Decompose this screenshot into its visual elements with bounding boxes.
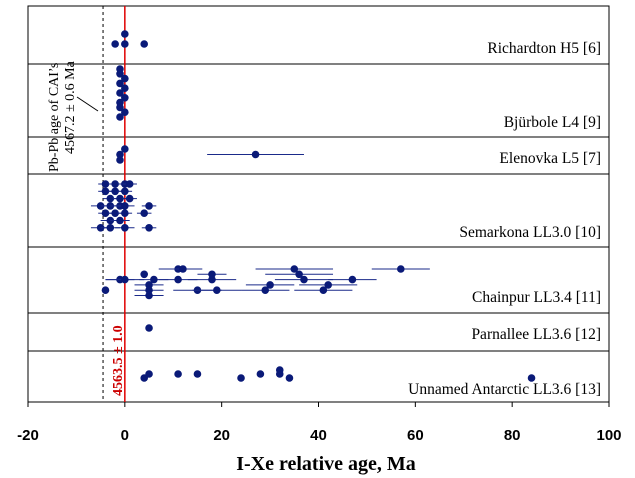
data-point xyxy=(145,224,153,232)
data-point xyxy=(101,187,110,196)
red-line-age-label: 4563.5 ± 1.0 xyxy=(111,325,126,396)
data-point xyxy=(121,275,129,284)
data-point xyxy=(275,370,284,378)
data-point xyxy=(150,275,158,284)
data-point xyxy=(285,374,294,382)
data-point xyxy=(116,89,124,97)
data-point xyxy=(290,265,299,273)
data-point xyxy=(111,180,119,188)
data-point xyxy=(256,370,265,378)
data-point xyxy=(121,30,129,38)
data-point xyxy=(145,281,153,289)
data-point xyxy=(121,145,129,153)
data-point xyxy=(213,286,221,295)
data-point xyxy=(121,84,129,92)
band-label: Parnallee LL3.6 [12] xyxy=(471,326,601,343)
x-tick-label: 60 xyxy=(407,427,424,444)
data-point xyxy=(121,209,129,217)
data-point xyxy=(208,275,216,284)
data-point xyxy=(145,291,153,300)
x-tick-label: 40 xyxy=(310,427,327,444)
x-axis-ticks: -20 0 20 40 60 80 100 xyxy=(17,402,622,444)
x-axis-title: I-Xe relative age, Ma xyxy=(236,453,416,475)
data-point xyxy=(140,270,148,279)
data-point xyxy=(174,275,182,284)
cai-pointer-line xyxy=(76,96,99,112)
data-point xyxy=(174,370,182,378)
data-point xyxy=(116,103,124,112)
band-label: Semarkona LL3.0 [10] xyxy=(459,224,601,241)
data-point xyxy=(324,281,332,289)
cai-label-line1: Pb-Pb age of CAI’s xyxy=(47,63,62,172)
data-point xyxy=(116,113,124,121)
data-point xyxy=(140,374,148,382)
band-label: Bjürbole L4 [9] xyxy=(504,114,601,131)
data-point xyxy=(295,270,303,279)
band-label: Unnamed Antarctic LL3.6 [13] xyxy=(408,381,601,398)
data-point xyxy=(116,194,124,203)
band-labels: Richardton H5 [6] Bjürbole L4 [9] Elenovka… xyxy=(408,40,601,398)
band-label: Richardton H5 [6] xyxy=(487,40,601,57)
data-point xyxy=(111,209,119,217)
x-tick-label: 100 xyxy=(596,427,621,444)
data-point xyxy=(125,180,134,188)
data-point xyxy=(179,265,187,273)
band-label: Elenovka L5 [7] xyxy=(499,150,601,167)
data-point xyxy=(116,156,124,164)
data-point xyxy=(208,270,216,279)
data-point xyxy=(266,281,274,289)
data-point xyxy=(237,374,245,382)
data-point xyxy=(101,209,110,217)
data-point xyxy=(116,216,124,225)
data-point xyxy=(121,187,129,196)
data-point xyxy=(300,275,308,284)
data-point xyxy=(348,275,357,284)
x-tick-label: 0 xyxy=(121,427,129,444)
data-point xyxy=(121,202,129,210)
data-point xyxy=(261,286,270,295)
data-point xyxy=(140,209,148,217)
data-point xyxy=(101,180,110,188)
data-point xyxy=(116,150,124,159)
data-point xyxy=(125,194,134,203)
band-label: Chainpur LL3.4 [11] xyxy=(472,289,601,306)
data-point xyxy=(121,94,129,102)
data-point xyxy=(106,224,115,232)
cai-label-line2: 4567.2 ± 0.6 Ma xyxy=(63,60,78,154)
data-point xyxy=(111,40,119,48)
data-point xyxy=(121,40,129,48)
data-point xyxy=(121,74,129,83)
data-point xyxy=(397,265,405,273)
data-points xyxy=(90,30,536,382)
band-dividers xyxy=(28,63,609,352)
data-point xyxy=(145,324,153,332)
data-point xyxy=(111,187,119,196)
data-point xyxy=(116,79,124,88)
x-tick-label: -20 xyxy=(17,427,39,444)
data-point xyxy=(140,40,148,48)
data-point xyxy=(101,286,110,295)
data-point xyxy=(145,286,153,295)
data-point xyxy=(106,194,115,203)
data-point xyxy=(145,202,153,210)
data-point xyxy=(116,70,124,78)
data-point xyxy=(193,370,202,378)
x-tick-label: 80 xyxy=(504,427,521,444)
cai-annotation: Pb-Pb age of CAI’s 4567.2 ± 0.6 Ma xyxy=(47,60,99,172)
data-point xyxy=(251,150,260,159)
data-point xyxy=(121,108,129,116)
data-point xyxy=(527,374,536,382)
data-point xyxy=(319,286,328,295)
x-tick-label: 20 xyxy=(213,427,230,444)
data-point xyxy=(121,224,129,232)
